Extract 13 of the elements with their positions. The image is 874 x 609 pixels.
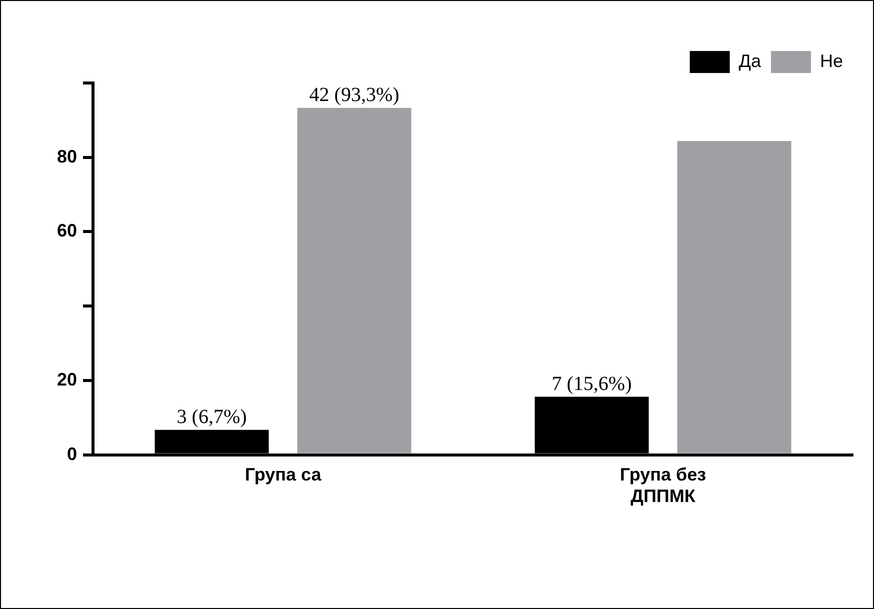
data-label: 42 (93,3%) [309,84,400,106]
bar [677,141,792,454]
x-tick-label: Група са [244,464,322,485]
y-tick-label: 80 [56,146,78,166]
x-tick-label: Група без ДППМК [620,464,706,506]
y-tick-label: 60 [56,220,78,241]
legend-label: Да [738,50,762,71]
legend-label: Не [820,50,844,71]
y-tick-label: 0 [67,444,78,464]
data-label: 3 (6,7%) [176,406,247,428]
bar [297,108,412,454]
y-tick-label: 20 [56,369,78,390]
data-label: 7 (15,6%) [552,373,632,396]
